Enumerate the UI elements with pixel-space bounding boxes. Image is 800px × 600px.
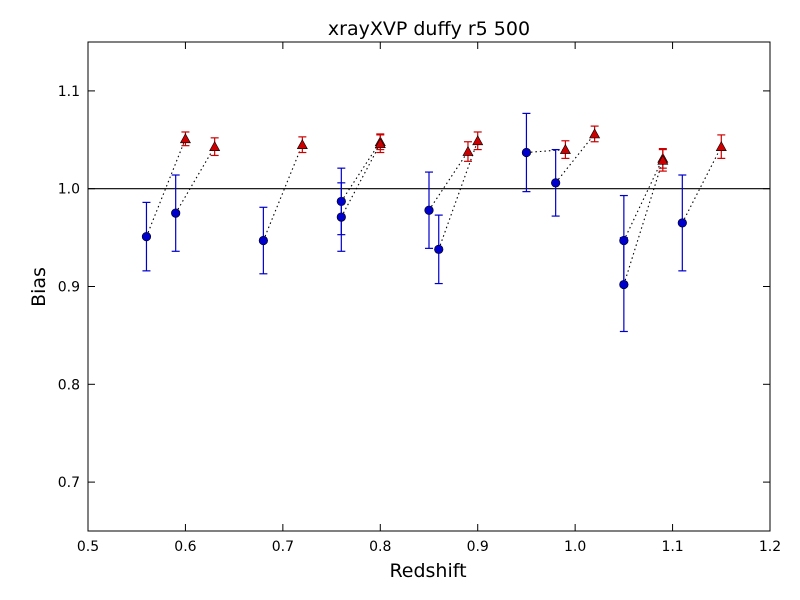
y-tick-label: 0.8 [58, 377, 80, 393]
y-tick-label: 0.7 [58, 475, 80, 491]
pair-connector [340, 141, 381, 202]
pair-connector [681, 146, 722, 224]
triangle-point [657, 154, 669, 165]
pair-connector [340, 143, 381, 218]
circle-point [424, 205, 434, 215]
x-tick-label: 1.1 [661, 539, 683, 555]
triangle-point [472, 135, 484, 146]
triangle-point [462, 145, 474, 156]
x-tick-label: 0.7 [272, 539, 294, 555]
circle-point [336, 212, 346, 222]
x-axis-label: Redshift [389, 560, 466, 582]
x-tick-label: 1.2 [759, 539, 781, 555]
circle-point [521, 147, 532, 158]
pair-connector [262, 144, 303, 241]
x-tick-label: 0.8 [369, 539, 391, 555]
x-tick-label: 0.6 [174, 539, 196, 555]
triangle-point [374, 138, 386, 149]
pair-connector [623, 158, 664, 241]
y-tick-label: 1.1 [58, 84, 80, 100]
circle-point [434, 244, 444, 254]
triangle-point [715, 141, 727, 151]
triangle-point [559, 143, 571, 154]
circle-point [141, 232, 152, 242]
x-tick-label: 0.9 [467, 539, 489, 555]
x-tick-label: 1.0 [564, 539, 586, 555]
triangle-point [209, 141, 221, 151]
plot-area: 0.5 0.6 0.7 0.8 0.9 1.0 1.1 1.2 0.7 0.8 0.9 1.0 1.1 [58, 42, 781, 555]
pair-connector [175, 146, 216, 214]
y-tick-label: 1.0 [58, 182, 80, 198]
pair-connector [428, 151, 469, 211]
triangle-point [179, 133, 191, 144]
plot-frame [87, 41, 771, 532]
pair-connector [555, 133, 596, 184]
circle-point [551, 178, 561, 188]
pair-connector [438, 140, 479, 250]
chart-title: xrayXVP duffy r5 500 [328, 18, 530, 40]
circle-point [258, 235, 268, 246]
circle-point [171, 208, 181, 218]
y-tick-label: 0.9 [58, 280, 80, 296]
x-tick-label: 0.5 [77, 539, 99, 555]
triangle-point [296, 139, 308, 149]
circle-point [619, 279, 629, 290]
pair-connector [623, 160, 664, 285]
y-axis-label: Bias [28, 267, 50, 307]
circle-point [677, 218, 687, 228]
triangle-point [589, 128, 601, 139]
